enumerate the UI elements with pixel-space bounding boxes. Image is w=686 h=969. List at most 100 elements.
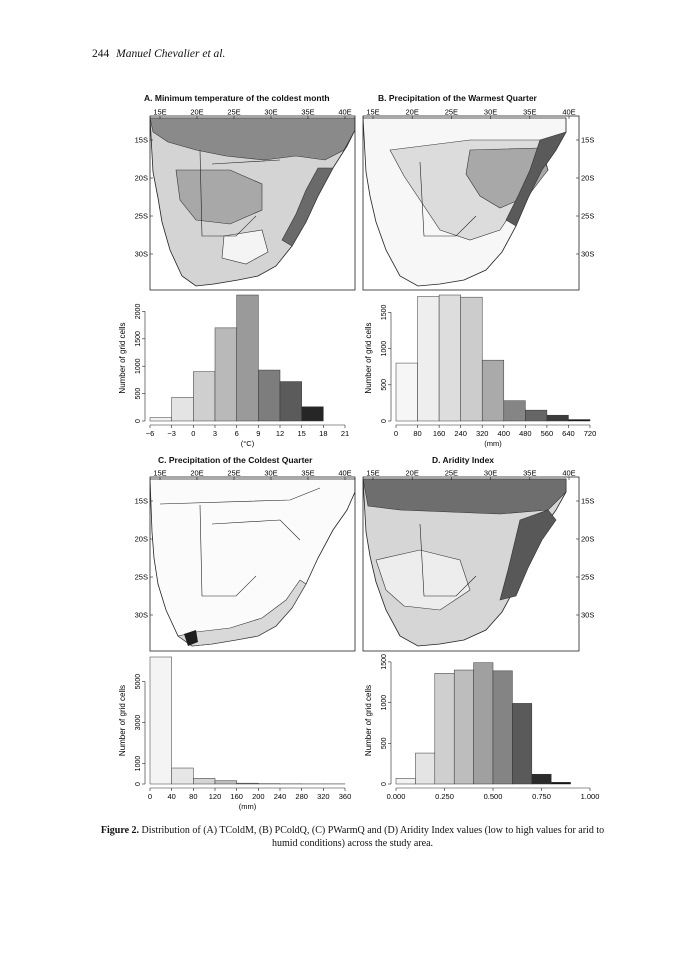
histogram-bar — [236, 782, 259, 785]
lat-tick-label: 30S — [581, 611, 594, 620]
histogram-bar — [550, 782, 571, 785]
x-tick-label: 360 — [339, 792, 352, 801]
x-tick-label: 3 — [213, 429, 217, 438]
map-d-border — [419, 523, 477, 597]
lon-tick-label: 20E — [190, 108, 203, 117]
histogram-bar — [503, 400, 526, 422]
lat-tick-label: 30S — [135, 611, 148, 620]
lon-tick-label: 30E — [264, 108, 277, 117]
x-tick-label: 320 — [476, 429, 489, 438]
x-tick-label: −3 — [167, 429, 176, 438]
lat-tick-label: 15S — [581, 136, 594, 145]
panel-d-title: D. Aridity Index — [432, 455, 495, 465]
x-tick-label: 280 — [295, 792, 308, 801]
y-tick-label: 1000 — [135, 756, 142, 772]
map-b-border — [419, 161, 477, 237]
histogram-bar — [473, 662, 494, 785]
panel-b-title: B. Precipitation of the Warmest Quarter — [378, 93, 537, 103]
map-ticks: 15E 20E 25E 30E 35E 40E 15S 20S 25S 30S 15E 20E 25E 3… — [135, 108, 595, 620]
map-c-border-1 — [199, 504, 257, 597]
x-tick-label: 0.250 — [435, 792, 454, 801]
y-tick-label: 0 — [381, 419, 388, 423]
histogram-bar — [434, 673, 455, 785]
x-tick-label: 0.750 — [532, 792, 551, 801]
lon-tick-label: 35E — [301, 469, 314, 478]
x-tick-label: −6 — [146, 429, 155, 438]
map-a — [149, 115, 356, 291]
lon-tick-label: 35E — [523, 108, 536, 117]
map-a-cold-plateau — [221, 229, 269, 265]
y-tick-label: 500 — [381, 737, 388, 749]
histogram-bar — [258, 369, 281, 422]
x-axis-label: (mm) — [484, 439, 502, 448]
lon-tick-label: 35E — [523, 469, 536, 478]
x-tick-label: 560 — [541, 429, 554, 438]
x-tick-label: 200 — [252, 792, 265, 801]
lon-tick-label: 20E — [406, 108, 419, 117]
histogram-bar — [546, 414, 569, 422]
histogram-bar — [214, 327, 237, 422]
map-c-border-2 — [159, 487, 321, 505]
lat-tick-label: 20S — [581, 174, 594, 183]
x-tick-label: 240 — [274, 792, 287, 801]
running-head-authors: Manuel Chevalier et al. — [116, 48, 226, 60]
lon-tick-label: 25E — [445, 469, 458, 478]
x-tick-label: 0.000 — [387, 792, 406, 801]
histogram-bar — [492, 670, 513, 785]
lon-tick-label: 15E — [366, 108, 379, 117]
y-tick-label: 1000 — [135, 358, 142, 374]
panel-c-title: C. Precipitation of the Coldest Quarter — [158, 455, 313, 465]
lat-tick-label: 20S — [135, 174, 148, 183]
x-tick-label: 400 — [498, 429, 511, 438]
y-tick-label: 0 — [381, 782, 388, 786]
page-number: 244 — [92, 48, 110, 60]
y-axis-label: Number of grid cells — [364, 322, 373, 393]
histogram-bar — [279, 381, 302, 422]
y-tick-label: 3000 — [135, 715, 142, 731]
y-tick-label: 5000 — [135, 674, 142, 690]
page-header: 244 Manuel Chevalier et al. — [92, 48, 225, 60]
histogram-bar — [395, 362, 418, 422]
histogram-bar — [481, 359, 505, 422]
histogram-bar — [568, 419, 591, 422]
histogram-bar — [236, 294, 259, 422]
x-tick-label: 18 — [319, 429, 327, 438]
lat-tick-label: 25S — [581, 573, 594, 582]
x-tick-label: 160 — [433, 429, 446, 438]
caption-text: Distribution of (A) TColdM, (B) PColdQ, … — [141, 825, 605, 849]
map-d-humid-north — [363, 478, 567, 515]
lon-tick-label: 35E — [301, 108, 314, 117]
map-d — [362, 476, 580, 652]
x-tick-label: 1.000 — [581, 792, 600, 801]
histogram-bar — [531, 773, 552, 785]
lon-tick-label: 30E — [484, 469, 497, 478]
x-tick-label: 80 — [413, 429, 421, 438]
lon-tick-label: 30E — [264, 469, 277, 478]
y-tick-label: 1500 — [135, 331, 142, 347]
histogram-bar — [193, 371, 216, 422]
x-tick-label: 9 — [256, 429, 260, 438]
x-tick-label: 80 — [189, 792, 197, 801]
x-tick-label: 0.500 — [484, 792, 503, 801]
histogram-a: −6 −3 0 3 6 9 12 15 18 21 (°C) 0 500 1000 1500 2000 Numb… — [118, 294, 349, 448]
histograms: −6 −3 0 3 6 9 12 15 18 21(°C)0500100015002000Numb… — [118, 294, 600, 811]
map-a-coast-zone — [281, 167, 334, 247]
x-tick-label: 320 — [317, 792, 330, 801]
histogram-bar — [417, 296, 440, 422]
lon-tick-label: 25E — [227, 108, 240, 117]
map-c — [149, 476, 356, 652]
map-a-border-2 — [211, 159, 281, 165]
figure-caption: Figure 2. Distribution of (A) TColdM, (B… — [100, 825, 605, 850]
map-a-warm-zone — [150, 117, 355, 161]
y-axis-label: Number of grid cells — [118, 322, 127, 393]
lat-tick-label: 15S — [135, 136, 148, 145]
histogram-bar — [395, 778, 416, 785]
lon-tick-label: 25E — [445, 108, 458, 117]
x-tick-label: 640 — [562, 429, 575, 438]
x-tick-label: 6 — [235, 429, 239, 438]
y-tick-label: 0 — [135, 419, 142, 423]
lat-tick-label: 20S — [135, 535, 148, 544]
x-tick-label: 12 — [276, 429, 284, 438]
lon-tick-label: 40E — [338, 108, 351, 117]
